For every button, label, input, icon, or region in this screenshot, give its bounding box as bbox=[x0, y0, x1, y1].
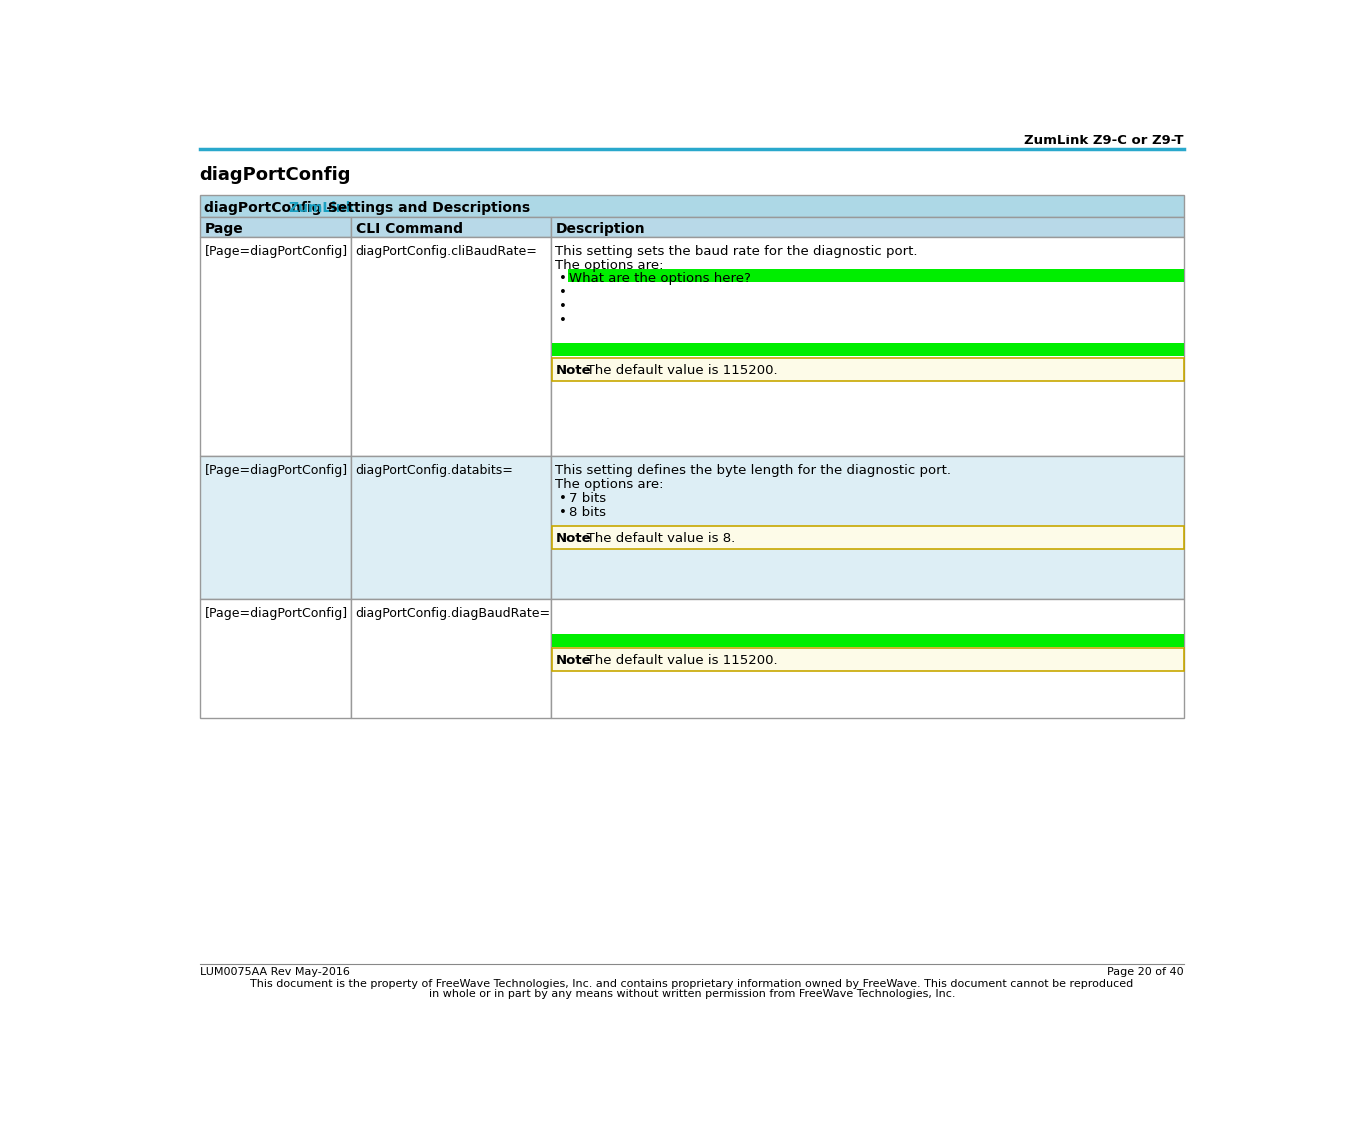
Bar bbox=[568, 270, 1184, 282]
Text: LUM0075AA Rev May-2016: LUM0075AA Rev May-2016 bbox=[200, 967, 350, 977]
Bar bbox=[552, 526, 1184, 549]
Bar bbox=[552, 649, 1184, 671]
Text: diagPortConfig.cliBaudRate=: diagPortConfig.cliBaudRate= bbox=[355, 245, 537, 257]
Text: •: • bbox=[559, 492, 567, 505]
Text: diagPortConfig.databits=: diagPortConfig.databits= bbox=[355, 464, 513, 477]
Text: Note: Note bbox=[555, 532, 591, 545]
Text: Note: Note bbox=[555, 654, 591, 668]
Text: What are the options here?: What are the options here? bbox=[570, 273, 752, 285]
Text: 7 bits: 7 bits bbox=[570, 492, 606, 505]
Text: This document is the property of FreeWave Technologies, Inc. and contains propri: This document is the property of FreeWav… bbox=[250, 979, 1134, 989]
Bar bbox=[551, 599, 1184, 719]
Text: CLI Command: CLI Command bbox=[355, 222, 463, 237]
Text: diagPortConfig: diagPortConfig bbox=[200, 166, 351, 184]
Text: Page: Page bbox=[204, 222, 243, 237]
Text: [Page=diagPortConfig]: [Page=diagPortConfig] bbox=[204, 245, 347, 257]
Bar bbox=[351, 217, 551, 237]
Bar bbox=[552, 358, 1184, 381]
Text: 8 bits: 8 bits bbox=[570, 505, 606, 519]
Text: : The default value is 115200.: : The default value is 115200. bbox=[578, 364, 778, 377]
Text: Note: Note bbox=[555, 364, 591, 377]
Text: The options are:: The options are: bbox=[555, 478, 664, 491]
Bar bbox=[200, 237, 351, 457]
Text: •: • bbox=[559, 314, 567, 327]
Bar bbox=[551, 237, 1184, 457]
Bar bbox=[200, 457, 351, 599]
Text: Settings and Descriptions: Settings and Descriptions bbox=[323, 201, 529, 214]
Bar bbox=[552, 634, 1184, 646]
Bar bbox=[351, 599, 551, 719]
Text: [Page=diagPortConfig]: [Page=diagPortConfig] bbox=[204, 607, 347, 619]
Text: diagPortConfig -: diagPortConfig - bbox=[204, 201, 338, 214]
Text: •: • bbox=[559, 287, 567, 299]
Text: •: • bbox=[559, 273, 567, 285]
Text: diagPortConfig.diagBaudRate=: diagPortConfig.diagBaudRate= bbox=[355, 607, 551, 619]
Text: Description: Description bbox=[555, 222, 645, 237]
Bar bbox=[200, 599, 351, 719]
Text: [Page=diagPortConfig]: [Page=diagPortConfig] bbox=[204, 464, 347, 477]
Text: : The default value is 115200.: : The default value is 115200. bbox=[578, 654, 778, 668]
Text: : The default value is 8.: : The default value is 8. bbox=[578, 532, 736, 545]
Bar bbox=[351, 237, 551, 457]
Text: in whole or in part by any means without written permission from FreeWave Techno: in whole or in part by any means without… bbox=[428, 989, 954, 999]
Text: ZumLink Z9-C or Z9-T: ZumLink Z9-C or Z9-T bbox=[1025, 134, 1184, 147]
Text: The options are:: The options are: bbox=[555, 258, 664, 272]
Text: ZumLink: ZumLink bbox=[288, 201, 355, 214]
Bar bbox=[551, 217, 1184, 237]
Text: •: • bbox=[559, 505, 567, 519]
Text: This setting defines the byte length for the diagnostic port.: This setting defines the byte length for… bbox=[555, 464, 952, 477]
Bar bbox=[551, 457, 1184, 599]
Text: Page 20 of 40: Page 20 of 40 bbox=[1107, 967, 1184, 977]
Text: •: • bbox=[559, 300, 567, 314]
Bar bbox=[351, 457, 551, 599]
Bar bbox=[552, 343, 1184, 356]
Text: This setting sets the baud rate for the diagnostic port.: This setting sets the baud rate for the … bbox=[555, 245, 918, 257]
Bar bbox=[200, 217, 351, 237]
Bar bbox=[200, 195, 1184, 217]
